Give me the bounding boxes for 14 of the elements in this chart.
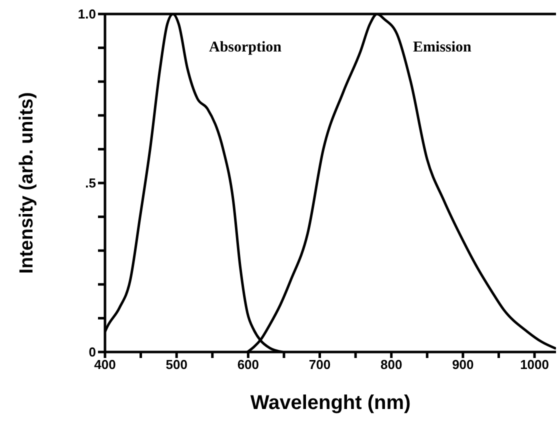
- x-tick-label: 1000: [520, 357, 549, 372]
- x-tick-label: 900: [452, 357, 474, 372]
- x-axis-title: Wavelenght (nm): [250, 392, 411, 414]
- y-tick-label: .5: [85, 176, 96, 191]
- x-tick-label: 500: [166, 357, 188, 372]
- series-label: Absorption: [209, 39, 282, 56]
- x-tick-label: 700: [308, 357, 331, 372]
- y-tick-label: 0: [88, 344, 96, 360]
- y-tick-label: 1.0: [78, 6, 96, 22]
- x-tick-label: 400: [94, 357, 116, 372]
- y-axis-title: Intensity (arb. units): [16, 92, 38, 274]
- x-tick-label: 800: [380, 357, 402, 372]
- series-label: Emission: [413, 39, 472, 56]
- x-tick-label: 600: [237, 357, 260, 372]
